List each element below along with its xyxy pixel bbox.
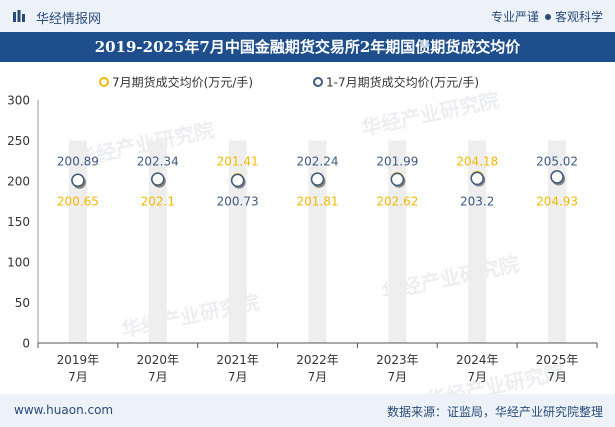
data-label-above: 202.24 bbox=[297, 155, 339, 169]
y-tick-label: 300 bbox=[7, 94, 30, 108]
data-label-above: 204.18 bbox=[456, 155, 498, 169]
data-label-below: 201.81 bbox=[297, 195, 339, 209]
data-point-series-2 bbox=[230, 173, 245, 188]
category-bar bbox=[548, 140, 567, 343]
data-label-above: 202.34 bbox=[137, 155, 179, 169]
website-link[interactable]: www.huaon.com bbox=[14, 403, 114, 417]
header-bar: 华经情报网 专业严谨 客观科学 bbox=[0, 0, 615, 32]
y-tick-label: 250 bbox=[7, 134, 30, 148]
x-tick-label: 2024年 bbox=[456, 353, 499, 367]
data-point-series-2 bbox=[71, 173, 85, 188]
data-label-below: 203.2 bbox=[460, 195, 494, 209]
category-bar bbox=[388, 140, 407, 343]
data-label-above: 201.41 bbox=[217, 155, 259, 169]
y-tick-label: 100 bbox=[7, 256, 30, 270]
category-bar bbox=[468, 140, 487, 343]
x-tick-label: 7月 bbox=[308, 370, 328, 384]
x-tick-label: 7月 bbox=[467, 370, 487, 384]
x-tick-label: 7月 bbox=[228, 370, 248, 384]
data-point-series-2 bbox=[151, 172, 165, 186]
x-tick-label: 7月 bbox=[148, 370, 168, 384]
chart-area: 7月期货成交均价(万元/手) 1-7月期货成交均价(万元/手) 0 50 100 150 2… bbox=[7, 75, 598, 384]
tagline: 专业严谨 客观科学 bbox=[491, 8, 603, 25]
tagline-left: 专业严谨 bbox=[490, 10, 539, 24]
bullet-icon bbox=[544, 14, 551, 20]
y-tick-label: 0 bbox=[22, 337, 30, 351]
x-tick-label: 2020年 bbox=[137, 353, 180, 367]
data-label-below: 200.65 bbox=[57, 195, 99, 209]
x-tick-label: 7月 bbox=[388, 370, 408, 384]
data-point-series-2 bbox=[390, 172, 405, 187]
y-tick-label: 50 bbox=[15, 296, 30, 310]
legend-marker-2 bbox=[313, 77, 323, 87]
data-label-below: 202.1 bbox=[141, 195, 175, 209]
data-point-series-2 bbox=[470, 171, 484, 186]
x-tick-label: 2019年 bbox=[57, 353, 100, 367]
legend-marker-1 bbox=[99, 77, 109, 87]
brand-name: 华经情报网 bbox=[36, 12, 102, 27]
logo-icon bbox=[13, 10, 25, 22]
x-tick-label: 2025年 bbox=[536, 353, 579, 367]
x-tick-label: 2021年 bbox=[216, 353, 259, 367]
category-bar bbox=[308, 140, 327, 343]
y-tick-label: 150 bbox=[7, 215, 30, 229]
data-label-below: 202.62 bbox=[376, 195, 418, 209]
category-bar bbox=[68, 140, 87, 343]
data-source: 数据来源：证监局，华经产业研究院整理 bbox=[386, 405, 603, 419]
legend-label-2: 1-7月期货成交均价(万元/手) bbox=[326, 75, 479, 90]
category-bar bbox=[148, 140, 167, 343]
data-label-below: 204.93 bbox=[536, 195, 578, 209]
data-point-series-2 bbox=[550, 170, 564, 184]
x-tick-label: 7月 bbox=[547, 370, 567, 384]
y-tick-label: 200 bbox=[7, 175, 30, 189]
data-label-above: 201.99 bbox=[376, 155, 418, 169]
data-label-above: 205.02 bbox=[536, 155, 578, 169]
legend-label-1: 7月期货成交均价(万元/手) bbox=[112, 75, 253, 90]
data-label-below: 200.73 bbox=[217, 195, 259, 209]
data-point-series-2 bbox=[310, 172, 325, 186]
x-tick-label: 2023年 bbox=[376, 353, 419, 367]
x-tick-label: 2022年 bbox=[296, 353, 339, 367]
chart-title: 2019-2025年7月中国金融期货交易所2年期国债期货成交均价 bbox=[0, 32, 615, 62]
footer-bar: www.huaon.com 数据来源：证监局，华经产业研究院整理 bbox=[0, 394, 615, 427]
x-tick-label: 7月 bbox=[68, 370, 88, 384]
category-bar bbox=[228, 140, 247, 343]
tagline-right: 客观科学 bbox=[554, 10, 603, 24]
data-label-above: 200.89 bbox=[57, 155, 99, 169]
